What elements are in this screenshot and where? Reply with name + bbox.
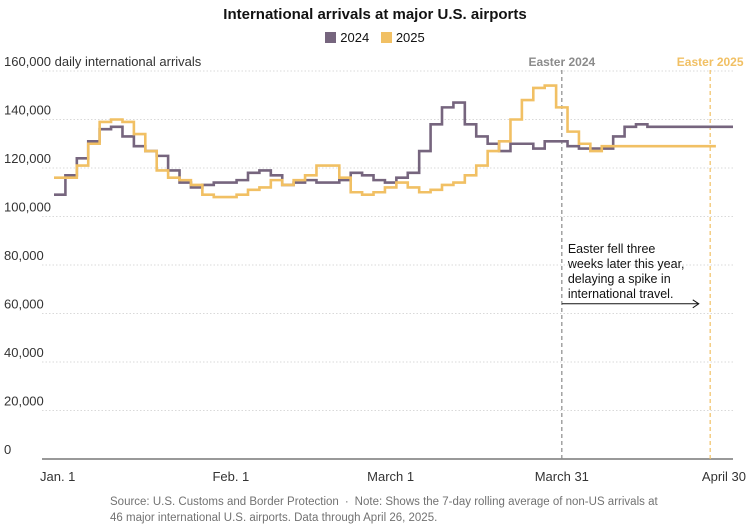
series-line-2025 <box>54 84 716 199</box>
event-label: Easter 2024 <box>528 55 595 69</box>
legend-label-2024: 2024 <box>340 30 370 45</box>
legend-swatch-2025 <box>380 32 392 43</box>
annotation-line: international travel. <box>568 287 674 301</box>
y-tick-label: 60,000 <box>4 297 44 312</box>
annotation-line: delaying a spike in <box>568 272 671 286</box>
annotation-line: weeks later this year, <box>567 257 685 271</box>
y-tick-label: 100,000 <box>4 200 51 215</box>
arrow-head <box>692 299 700 309</box>
annotation-line: Easter fell three <box>568 242 656 256</box>
y-tick-label: 160,000 daily international arrivals <box>4 54 202 69</box>
source-note: Source: U.S. Customs and Border Protecti… <box>110 494 670 526</box>
series-line-2024 <box>54 101 733 196</box>
legend-swatch-2024 <box>325 32 337 43</box>
x-tick-label: April 30 <box>702 469 746 484</box>
x-tick-label: Feb. 1 <box>212 469 249 484</box>
y-tick-label: 140,000 <box>4 103 51 118</box>
y-tick-label: 0 <box>4 442 11 457</box>
y-tick-label: 120,000 <box>4 151 51 166</box>
separator: · <box>344 496 349 508</box>
y-tick-label: 20,000 <box>4 394 44 409</box>
chart-title: International arrivals at major U.S. air… <box>223 6 527 23</box>
x-tick-label: March 31 <box>535 469 589 484</box>
event-label: Easter 2025 <box>677 55 744 69</box>
note-text: Note: Shows the 7-day rolling average of… <box>110 496 658 524</box>
x-tick-label: March 1 <box>367 469 414 484</box>
y-tick-label: 40,000 <box>4 345 44 360</box>
legend: 2024 2025 <box>0 30 750 46</box>
x-tick-label: Jan. 1 <box>40 469 75 484</box>
y-tick-label: 80,000 <box>4 248 44 263</box>
legend-item-2025: 2025 <box>380 30 425 45</box>
legend-item-2024: 2024 <box>325 30 369 45</box>
legend-label-2025: 2025 <box>395 30 425 45</box>
source-text: Source: U.S. Customs and Border Protecti… <box>110 496 339 508</box>
